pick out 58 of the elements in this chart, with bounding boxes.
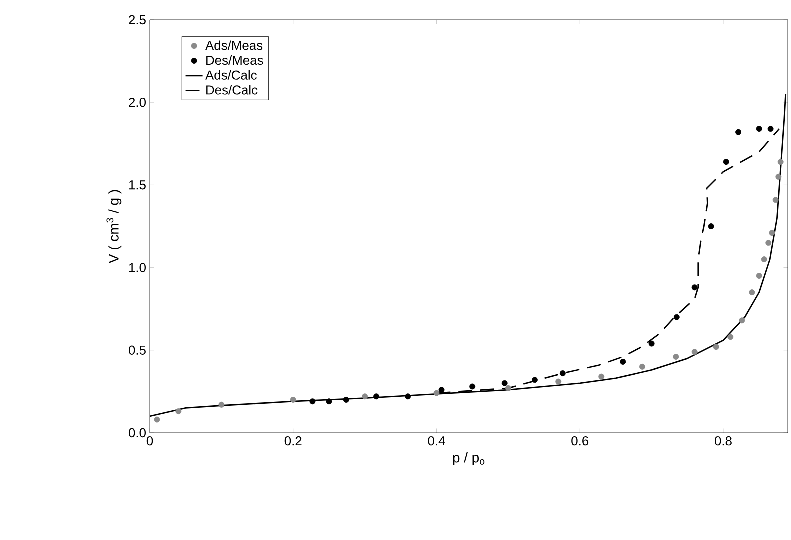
point [769,230,776,236]
point [708,224,714,230]
point [736,129,742,136]
point [290,396,296,403]
point [505,385,512,392]
point [502,380,508,386]
x-tick-label: 0.2 [284,436,302,446]
point [405,394,412,400]
x-tick-label: 0.8 [714,436,732,446]
point [326,398,332,405]
x-tick-label: 0 [146,436,154,446]
point [761,256,768,263]
x-tick-label: 0.6 [572,436,589,446]
legend-label: Des/Calc [206,85,258,95]
point [218,402,225,408]
point [620,358,626,365]
point [739,318,746,324]
point [556,378,562,385]
point [728,334,734,340]
point [723,159,730,166]
point [176,408,182,415]
point [154,416,160,423]
point [713,344,720,350]
point [756,126,762,132]
point [470,384,476,390]
point [343,396,350,403]
point [776,174,782,180]
point [362,394,368,400]
point [768,126,774,132]
y-tick-label: 1.5 [129,180,146,190]
y-axis-title: V ( cm$^{3}$ / g ) [106,190,122,264]
point [648,340,655,347]
point [692,284,698,291]
point [532,377,538,384]
y-tick-label: 2.5 [129,15,146,25]
point [374,394,380,400]
x-axis-title: p / p$_{o}$ [453,452,485,466]
point [778,159,784,166]
y-tick-label: 0.0 [128,428,146,438]
y-tick-label: 0.5 [128,346,146,355]
x-tick-label: 0.4 [428,436,446,446]
point [692,349,698,356]
y-tick-label: 2.0 [129,98,146,108]
point [560,370,566,377]
point [766,240,772,246]
point [673,354,680,360]
point [756,273,762,280]
point [310,398,316,405]
point [749,290,756,296]
point [598,374,605,380]
legend-label: Ads/Meas [206,40,263,50]
y-tick-label: 1.0 [129,263,146,272]
point [434,390,440,396]
point [772,197,779,204]
legend-label: Des/Meas [206,56,264,66]
point [639,364,646,370]
point [674,314,680,320]
legend-label: Ads/Calc [206,70,257,80]
